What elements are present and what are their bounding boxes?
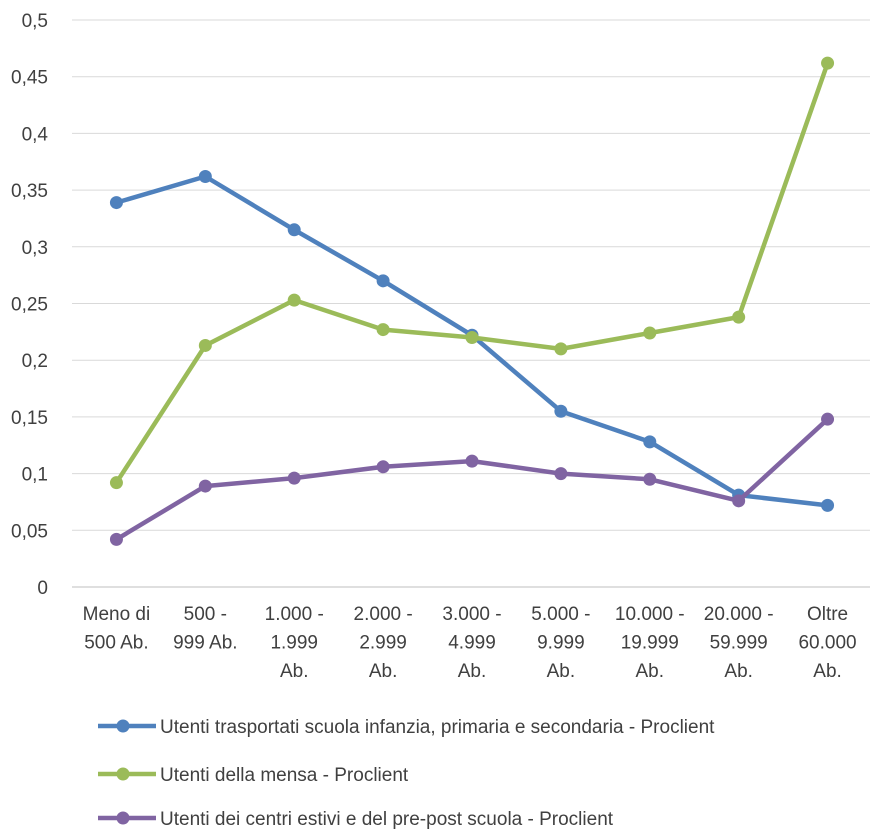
- x-tick-label-line: 999 Ab.: [173, 633, 237, 654]
- x-tick-label-line: 2.000 -: [354, 604, 413, 625]
- data-point: [198, 169, 212, 183]
- legend-entry-2: Utenti della mensa - Proclient: [98, 765, 409, 786]
- x-tick-label-line: 19.999: [621, 633, 679, 654]
- x-tick-label-line: Ab.: [458, 661, 487, 682]
- legend-marker: [116, 767, 130, 781]
- data-point: [821, 412, 835, 426]
- x-tick-label-line: 4.999: [448, 633, 496, 654]
- x-tick-label-line: 2.999: [359, 633, 407, 654]
- y-tick-label: 0,05: [11, 521, 48, 542]
- x-tick-label: 3.000 - 4.999 Ab.: [442, 604, 501, 682]
- y-tick-label: 0,5: [22, 11, 48, 32]
- data-point: [287, 293, 301, 307]
- data-point: [732, 310, 746, 324]
- data-point: [643, 472, 657, 486]
- x-tick-label-line: 500 -: [184, 604, 227, 625]
- x-tick-label: 2.000 - 2.999 Ab.: [354, 604, 413, 682]
- x-tick-label-line: 500 Ab.: [84, 633, 148, 654]
- series-lines: [109, 56, 835, 546]
- series-line: [114, 60, 830, 485]
- legend-label: Utenti trasportati scuola infanzia, prim…: [160, 717, 715, 738]
- x-tick-label: Oltre 60.000 Ab.: [798, 604, 856, 682]
- x-tick-label: Meno di 500 Ab.: [83, 604, 151, 654]
- x-tick-label-line: 1.000 -: [265, 604, 324, 625]
- data-point: [465, 454, 479, 468]
- data-point: [376, 460, 390, 474]
- data-point: [821, 56, 835, 70]
- x-tick-label-line: Ab.: [813, 661, 842, 682]
- x-tick-label-line: Ab.: [724, 661, 753, 682]
- x-tick-label-line: 20.000 -: [704, 604, 774, 625]
- x-tick-label-line: Oltre: [807, 604, 848, 625]
- x-tick-label-line: Meno di: [83, 604, 151, 625]
- legend-entry-1: Utenti trasportati scuola infanzia, prim…: [98, 717, 715, 738]
- series-line: [114, 416, 830, 542]
- x-tick-label-line: 9.999: [537, 633, 585, 654]
- y-tick-label: 0,2: [22, 351, 48, 372]
- y-tick-label: 0,1: [22, 465, 48, 486]
- series-3: [109, 412, 835, 546]
- data-point: [376, 274, 390, 288]
- x-tick-label: 500 - 999 Ab.: [173, 604, 237, 654]
- x-axis: Meno di 500 Ab. 500 - 999 Ab. 1.000 - 1.999 Ab…: [83, 604, 857, 682]
- data-point: [109, 476, 123, 490]
- x-tick-label-line: Ab.: [280, 661, 309, 682]
- x-tick-label-line: 3.000 -: [442, 604, 501, 625]
- x-tick-label: 1.000 - 1.999 Ab.: [265, 604, 324, 682]
- data-point: [198, 479, 212, 493]
- y-tick-label: 0,35: [11, 181, 48, 202]
- data-point: [376, 323, 390, 337]
- data-point: [109, 196, 123, 210]
- y-tick-label: 0,15: [11, 408, 48, 429]
- x-tick-label-line: 60.000: [798, 633, 856, 654]
- x-tick-label-line: Ab.: [547, 661, 576, 682]
- y-tick-label: 0: [37, 578, 48, 599]
- gridlines: [72, 19, 870, 588]
- x-tick-label-line: 1.999: [270, 633, 318, 654]
- data-point: [109, 532, 123, 546]
- y-tick-label: 0,4: [22, 124, 49, 145]
- x-tick-label: 5.000 - 9.999 Ab.: [531, 604, 590, 682]
- x-tick-label: 20.000 - 59.999 Ab.: [704, 604, 774, 682]
- data-point: [821, 498, 835, 512]
- data-point: [643, 326, 657, 340]
- x-tick-label-line: 10.000 -: [615, 604, 685, 625]
- data-point: [198, 338, 212, 352]
- legend: Utenti trasportati scuola infanzia, prim…: [98, 717, 715, 830]
- y-tick-label: 0,3: [22, 238, 48, 259]
- data-point: [465, 331, 479, 345]
- y-tick-label: 0,45: [11, 68, 48, 89]
- data-point: [554, 467, 568, 481]
- y-tick-label: 0,25: [11, 295, 48, 316]
- y-axis: 0 0,05 0,1 0,15 0,2 0,25 0,3 0,35 0,4 0,45 0,5: [11, 11, 48, 599]
- legend-label: Utenti dei centri estivi e del pre-post …: [160, 809, 614, 830]
- data-point: [732, 494, 746, 508]
- data-point: [554, 404, 568, 418]
- x-tick-label-line: Ab.: [636, 661, 665, 682]
- legend-marker: [116, 811, 130, 825]
- x-tick-label: 10.000 - 19.999 Ab.: [615, 604, 685, 682]
- legend-marker: [116, 719, 130, 733]
- x-tick-label-line: 59.999: [710, 633, 768, 654]
- x-tick-label-line: 5.000 -: [531, 604, 590, 625]
- legend-entry-3: Utenti dei centri estivi e del pre-post …: [98, 809, 614, 830]
- series-2: [109, 56, 835, 490]
- data-point: [643, 435, 657, 449]
- legend-label: Utenti della mensa - Proclient: [160, 765, 409, 786]
- x-tick-label-line: Ab.: [369, 661, 398, 682]
- data-point: [554, 342, 568, 356]
- data-point: [287, 223, 301, 237]
- data-point: [287, 471, 301, 485]
